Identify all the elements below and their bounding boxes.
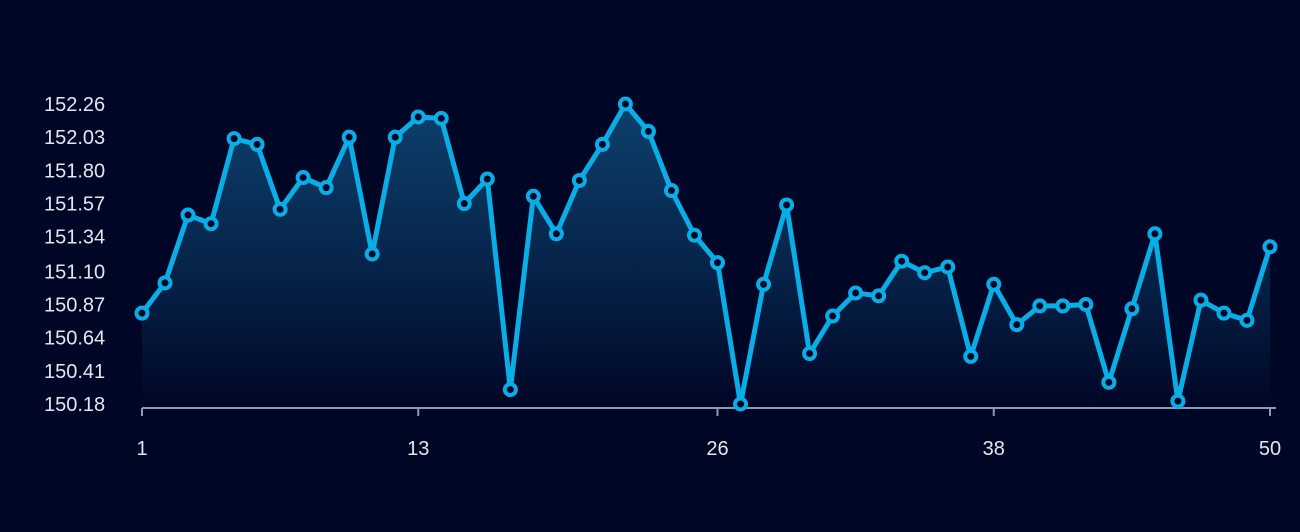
x-tick-label: 38 bbox=[983, 438, 1005, 460]
data-point bbox=[433, 110, 449, 126]
data-point bbox=[640, 123, 656, 139]
data-point bbox=[1262, 239, 1278, 255]
y-tick-label: 151.80 bbox=[44, 160, 105, 182]
point-layer bbox=[134, 96, 1278, 412]
data-point bbox=[134, 305, 150, 321]
data-point bbox=[226, 131, 242, 147]
data-point bbox=[364, 246, 380, 262]
x-tick-labels: 1 13 26 38 50 bbox=[136, 438, 1281, 460]
data-point bbox=[410, 109, 426, 125]
data-point bbox=[663, 183, 679, 199]
data-point bbox=[272, 201, 288, 217]
y-tick-label: 151.34 bbox=[44, 227, 105, 249]
data-point bbox=[1193, 292, 1209, 308]
data-point bbox=[502, 382, 518, 398]
data-point bbox=[1239, 312, 1255, 328]
data-point bbox=[1078, 296, 1094, 312]
data-point bbox=[1216, 305, 1232, 321]
x-tick-label: 50 bbox=[1259, 438, 1281, 460]
y-tick-label: 151.10 bbox=[44, 261, 105, 283]
x-tick-label: 26 bbox=[706, 438, 728, 460]
data-point bbox=[1170, 393, 1186, 409]
data-point bbox=[986, 276, 1002, 292]
data-point bbox=[548, 226, 564, 242]
data-point bbox=[894, 253, 910, 269]
data-point bbox=[249, 136, 265, 152]
data-point bbox=[318, 180, 334, 196]
data-point bbox=[1055, 298, 1071, 314]
data-point bbox=[1124, 301, 1140, 317]
data-point bbox=[1032, 298, 1048, 314]
x-tick-label: 1 bbox=[136, 438, 147, 460]
data-point bbox=[456, 196, 472, 212]
y-tick-label: 150.64 bbox=[44, 328, 105, 350]
data-point bbox=[387, 129, 403, 145]
data-point bbox=[756, 276, 772, 292]
data-point bbox=[157, 275, 173, 291]
y-tick-label: 151.57 bbox=[44, 194, 105, 216]
data-point bbox=[802, 346, 818, 362]
data-point bbox=[1009, 317, 1025, 333]
data-point bbox=[940, 259, 956, 275]
data-point bbox=[779, 197, 795, 213]
area-layer bbox=[142, 104, 1270, 408]
data-point bbox=[710, 255, 726, 271]
data-point bbox=[571, 172, 587, 188]
data-point bbox=[617, 96, 633, 112]
data-point bbox=[203, 216, 219, 232]
x-tick-label: 13 bbox=[407, 438, 429, 460]
y-tick-label: 152.03 bbox=[44, 127, 105, 149]
data-point bbox=[1147, 226, 1163, 242]
data-point bbox=[525, 188, 541, 204]
y-tick-label: 150.87 bbox=[44, 294, 105, 316]
y-tick-label: 152.26 bbox=[44, 94, 105, 116]
data-point bbox=[594, 136, 610, 152]
data-point bbox=[341, 129, 357, 145]
data-point bbox=[295, 170, 311, 186]
series-area bbox=[142, 104, 1270, 408]
data-point bbox=[733, 396, 749, 412]
data-point bbox=[825, 308, 841, 324]
y-tick-label: 150.41 bbox=[44, 361, 105, 383]
data-point bbox=[917, 265, 933, 281]
data-point bbox=[963, 348, 979, 364]
data-point bbox=[871, 288, 887, 304]
data-point bbox=[848, 285, 864, 301]
data-point bbox=[479, 171, 495, 187]
data-point bbox=[686, 227, 702, 243]
axis-layer bbox=[141, 407, 1276, 416]
data-point bbox=[1101, 374, 1117, 390]
data-point bbox=[180, 207, 196, 223]
y-tick-label: 150.18 bbox=[44, 394, 105, 416]
y-tick-labels: 150.18 150.41 150.64 150.87 151.10 151.34 151.… bbox=[44, 94, 105, 416]
